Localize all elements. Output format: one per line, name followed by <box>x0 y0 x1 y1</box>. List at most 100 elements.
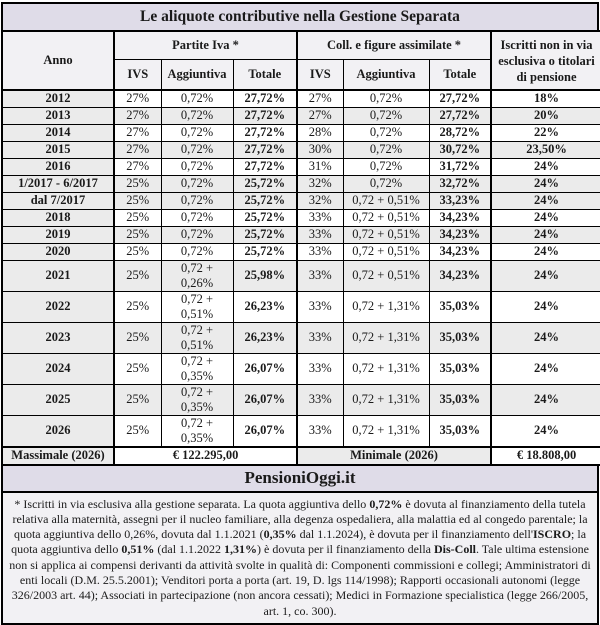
rate-cell: 31% <box>296 157 344 176</box>
header-sub-row: IVS Aggiuntiva Totale IVS Aggiuntiva Tot… <box>2 58 600 91</box>
rate-cell: 0,72% <box>342 89 430 108</box>
table-row: 2014 27% 0,72% 27,72% 28% 0,72% 28,72% 22% <box>1 123 600 142</box>
rate-cell: 0,72 + 0,51% <box>342 191 430 210</box>
rate-cell: 34,23% <box>428 259 492 292</box>
table-row: dal 7/2017 25% 0,72% 25,72% 32% 0,72 + 0,51% 3… <box>1 191 600 210</box>
year-cell: 2012 <box>1 89 115 108</box>
rate-cell: 0,72% <box>342 174 430 193</box>
year-cell: 1/2017 - 6/2017 <box>1 174 115 193</box>
rate-cell: 35,03% <box>428 290 492 323</box>
rate-cell: 24% <box>490 157 600 176</box>
rate-cell: 34,23% <box>428 225 492 244</box>
rate-cell: 25% <box>113 321 162 354</box>
rate-cell: 26,23% <box>232 290 298 323</box>
rate-cell: 25,72% <box>232 174 298 193</box>
header-ivs-coll: IVS <box>296 58 344 91</box>
rate-cell: 33% <box>296 383 344 416</box>
rate-cell: 35,03% <box>428 321 492 354</box>
rate-cell: 27,72% <box>232 157 298 176</box>
page-title: Le aliquote contributive nella Gestione … <box>1 2 599 32</box>
rate-cell: 0,72 + 1,31% <box>342 414 430 447</box>
table-row: 2022 25% 0,72 + 0,51% 26,23% 33% 0,72 + 1,31%… <box>1 290 600 323</box>
rate-cell: 0,72 + 0,35% <box>160 352 234 385</box>
year-cell: 2014 <box>1 123 115 142</box>
rate-cell: 0,72% <box>160 157 234 176</box>
rate-cell: 34,23% <box>428 242 492 261</box>
rate-cell: 32% <box>296 174 344 193</box>
rate-cell: 24% <box>490 191 600 210</box>
year-cell: 2021 <box>1 259 115 292</box>
rate-cell: 0,72 + 0,51% <box>342 225 430 244</box>
rate-cell: 24% <box>490 259 600 292</box>
rate-cell: 25% <box>113 383 162 416</box>
rate-cell: 33% <box>296 414 344 447</box>
footnote-bold-text: 0,35% <box>263 527 297 542</box>
massimale-value: € 122.295,00 <box>113 445 298 465</box>
footnote-bold-text: 1,31% <box>224 542 258 557</box>
rate-cell: 25,72% <box>232 191 298 210</box>
table-row: 2024 25% 0,72 + 0,35% 26,07% 33% 0,72 + 1,31%… <box>1 352 600 385</box>
rate-cell: 35,03% <box>428 414 492 447</box>
table-row: 2021 25% 0,72 + 0,26% 25,98% 33% 0,72 + 0,51%… <box>1 259 600 292</box>
header-group-partite-iva: Partite Iva * <box>113 30 298 60</box>
header-totale-coll: Totale <box>428 58 492 91</box>
rate-cell: 0,72 + 0,51% <box>160 290 234 323</box>
rate-cell: 0,72% <box>160 123 234 142</box>
rate-cell: 28,72% <box>428 123 492 142</box>
rate-cell: 31,72% <box>428 157 492 176</box>
table-row: 1/2017 - 6/2017 25% 0,72% 25,72% 32% 0,72% 32,… <box>1 174 600 193</box>
rate-cell: 0,72% <box>342 140 430 159</box>
footnote-text: * Iscritti in via esclusiva alla gestion… <box>14 496 370 511</box>
rate-cell: 0,72% <box>342 123 430 142</box>
rate-cell: 25% <box>113 208 162 227</box>
footnote-text: ) è dovuta per il finanziamento della <box>257 542 434 557</box>
year-cell: 2023 <box>1 321 115 354</box>
rate-cell: 30% <box>296 140 344 159</box>
header-aggiuntiva-piva: Aggiuntiva <box>160 58 234 91</box>
year-cell: 2019 <box>1 225 115 244</box>
rate-cell: 0,72 + 0,51% <box>342 259 430 292</box>
minimale-value: € 18.808,00 <box>490 445 600 465</box>
rate-cell: 30,72% <box>428 140 492 159</box>
rate-cell: 24% <box>490 290 600 323</box>
rate-cell: 27% <box>113 157 162 176</box>
rate-cell: 27% <box>113 106 162 125</box>
year-cell: 2024 <box>1 352 115 385</box>
rate-cell: 24% <box>490 174 600 193</box>
rate-cell: 0,72% <box>342 106 430 125</box>
footnote-text: (dal 1.1.2022 <box>154 542 225 557</box>
rate-cell: 26,07% <box>232 383 298 416</box>
rate-cell: 27,72% <box>232 106 298 125</box>
year-cell: 2020 <box>1 242 115 261</box>
rate-cell: 0,72% <box>160 106 234 125</box>
rate-cell: 0,72% <box>342 157 430 176</box>
rate-cell: 33% <box>296 225 344 244</box>
footnote-text: è dovuta al finanziamento della tutela r… <box>12 496 588 542</box>
table-row: 2025 25% 0,72 + 0,35% 26,07% 33% 0,72 + 1,31%… <box>1 383 600 416</box>
rate-cell: 24% <box>490 321 600 354</box>
rate-cell: 0,72 + 1,31% <box>342 352 430 385</box>
header-ivs-piva: IVS <box>113 58 162 91</box>
rate-cell: 24% <box>490 383 600 416</box>
rate-cell: 25,72% <box>232 242 298 261</box>
rate-cell: 22% <box>490 123 600 142</box>
rate-cell: 27% <box>113 140 162 159</box>
header-group-row: Anno Partite Iva * Coll. e figure assimi… <box>1 30 600 91</box>
year-cell: 2025 <box>1 383 115 416</box>
rate-cell: 25% <box>113 290 162 323</box>
rate-cell: 23,50% <box>490 140 600 159</box>
rate-cell: 0,72% <box>160 140 234 159</box>
year-cell: 2018 <box>1 208 115 227</box>
rate-cell: 0,72 + 0,35% <box>160 414 234 447</box>
rate-cell: 25% <box>113 225 162 244</box>
footnote-bold-text: ISCRO <box>533 527 572 542</box>
rate-cell: 27,72% <box>428 106 492 125</box>
rate-cell: 0,72 + 0,51% <box>342 208 430 227</box>
rate-cell: 27,72% <box>232 123 298 142</box>
rate-cell: 34,23% <box>428 208 492 227</box>
rate-cell: 0,72 + 1,31% <box>342 321 430 354</box>
table-header: Anno Partite Iva * Coll. e figure assimi… <box>1 30 600 91</box>
rate-cell: 25% <box>113 174 162 193</box>
rate-cell: 25% <box>113 242 162 261</box>
